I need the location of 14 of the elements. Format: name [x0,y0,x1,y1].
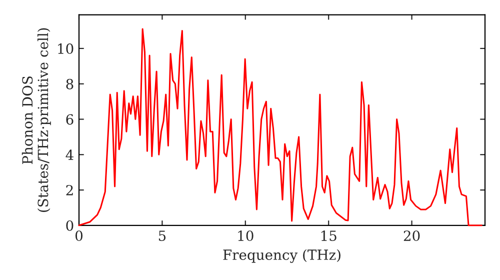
y-tick-label: 2 [66,184,73,196]
x-tick-label: 20 [404,230,420,242]
x-tick-label: 5 [158,230,166,242]
x-tick-label: 10 [238,230,254,242]
x-axis-title: Frequency (THz) [223,249,340,263]
x-tick-label: 15 [321,230,336,242]
x-tick-label: 0 [75,230,82,242]
y-tick-label: 0 [66,220,74,231]
y-axis-title: Phonon DOS (States/THz·primitive cell) [22,28,51,212]
y-tick-label: 6 [66,114,74,125]
y-tick-label: 8 [66,78,74,90]
y-tick-label: 4 [66,150,74,160]
line-series [78,28,482,226]
y-tick-label: 10 [58,43,74,54]
